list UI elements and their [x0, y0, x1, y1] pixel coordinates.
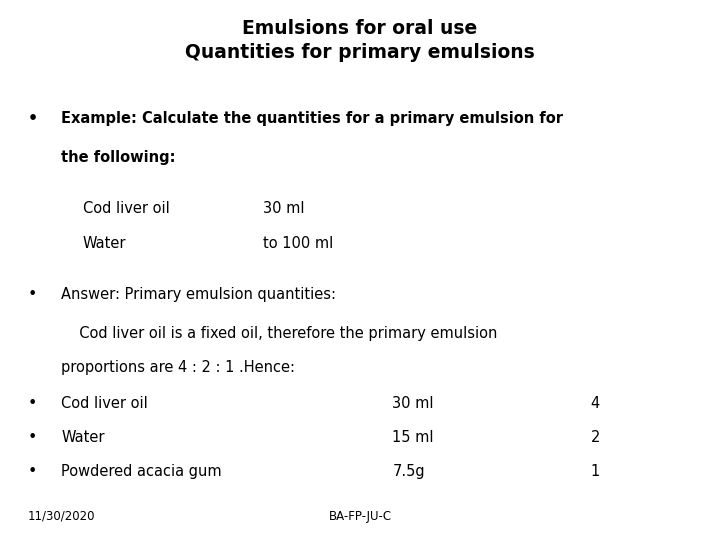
Text: Emulsions for oral use
Quantities for primary emulsions: Emulsions for oral use Quantities for pr… — [185, 19, 535, 62]
Text: Cod liver oil is a fixed oil, therefore the primary emulsion: Cod liver oil is a fixed oil, therefore … — [70, 326, 498, 341]
Text: Cod liver oil: Cod liver oil — [61, 396, 148, 411]
Text: Answer: Primary emulsion quantities:: Answer: Primary emulsion quantities: — [61, 287, 336, 302]
Text: to 100 ml: to 100 ml — [263, 236, 333, 251]
Text: •: • — [27, 396, 37, 411]
Text: •: • — [27, 111, 37, 126]
Text: Powdered acacia gum: Powdered acacia gum — [61, 464, 222, 480]
Text: 30 ml: 30 ml — [392, 396, 434, 411]
Text: Example: Calculate the quantities for a primary emulsion for: Example: Calculate the quantities for a … — [61, 111, 563, 126]
Text: 30 ml: 30 ml — [263, 201, 305, 216]
Text: •: • — [27, 287, 37, 302]
Text: •: • — [27, 464, 37, 480]
Text: BA-FP-JU-C: BA-FP-JU-C — [328, 510, 392, 523]
Text: Water: Water — [61, 430, 104, 445]
Text: 7.5g: 7.5g — [392, 464, 425, 480]
Text: the following:: the following: — [61, 150, 176, 165]
Text: Water: Water — [83, 236, 126, 251]
Text: 4: 4 — [590, 396, 600, 411]
Text: proportions are 4 : 2 : 1 .Hence:: proportions are 4 : 2 : 1 .Hence: — [61, 360, 295, 375]
Text: 2: 2 — [590, 430, 600, 445]
Text: 1: 1 — [590, 464, 600, 480]
Text: 15 ml: 15 ml — [392, 430, 434, 445]
Text: Cod liver oil: Cod liver oil — [83, 201, 169, 216]
Text: 11/30/2020: 11/30/2020 — [27, 510, 95, 523]
Text: •: • — [27, 430, 37, 445]
